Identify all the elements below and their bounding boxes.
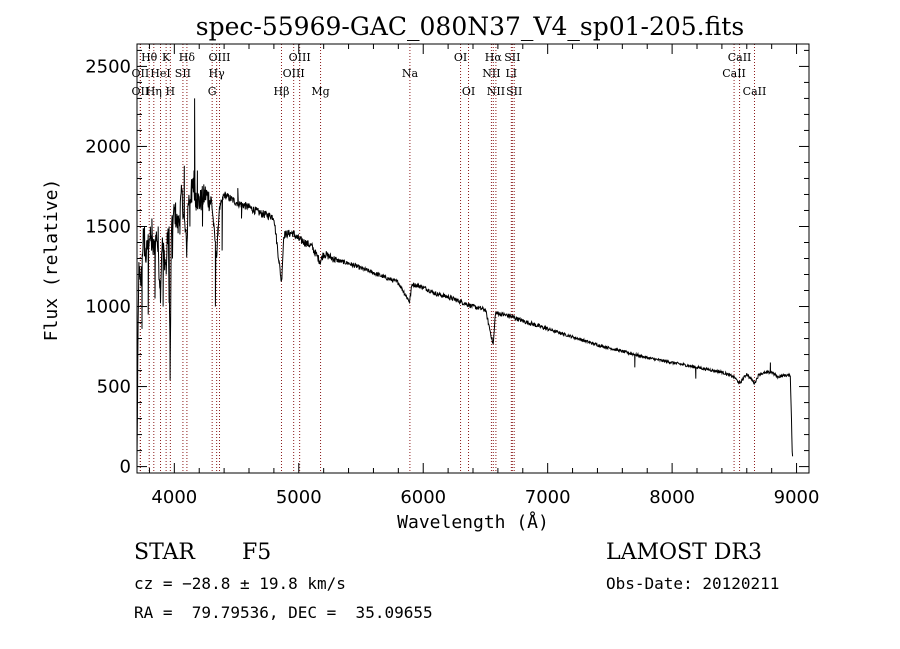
line-marker-label: Hθ <box>141 51 158 64</box>
object-class: STAR <box>134 540 195 565</box>
y-axis-label: Flux (relative) <box>41 179 62 342</box>
y-tick-label: 1000 <box>85 297 131 318</box>
line-marker-label: Hδ <box>179 51 196 64</box>
y-tick-label: 2000 <box>85 136 131 157</box>
line-marker-label: SII <box>175 67 191 80</box>
line-marker-label: Hβ <box>274 85 290 98</box>
x-axis-label: Wavelength (Å) <box>397 511 549 533</box>
x-tick-label: 9000 <box>774 487 820 508</box>
line-marker-label: G <box>208 85 217 98</box>
x-tick-label: 7000 <box>525 487 571 508</box>
line-marker-label: Na <box>402 67 419 80</box>
line-marker-label: K <box>162 51 171 64</box>
x-tick-label: 5000 <box>276 487 322 508</box>
line-marker-label: OII <box>132 67 150 80</box>
object-subclass: F5 <box>242 540 272 565</box>
x-tick-label: 8000 <box>649 487 695 508</box>
line-marker-label: OI <box>454 51 467 64</box>
line-marker-label: LI <box>506 67 518 80</box>
line-marker-label: Hη <box>146 85 162 98</box>
line-marker-label: CaII <box>722 67 746 80</box>
line-marker-label: Hγ <box>209 67 226 80</box>
line-marker-label: CaII <box>728 51 752 64</box>
redshift-cz: cz = −28.8 ± 19.8 km/s <box>134 574 346 593</box>
observation-date: Obs-Date: 20120211 <box>606 574 780 593</box>
line-marker-label: OIII <box>289 51 311 64</box>
survey-name: LAMOST DR3 <box>606 540 762 565</box>
y-tick-label: 2500 <box>85 56 131 77</box>
line-marker-label: HeI <box>150 67 170 80</box>
line-marker-label: SII <box>506 85 522 98</box>
line-marker-label: Hα <box>485 51 503 64</box>
chart-title: spec-55969-GAC_080N37_V4_sp01-205.fits <box>196 12 744 41</box>
line-marker-label: Mg <box>311 85 329 98</box>
line-marker-label: NII <box>482 67 500 80</box>
line-marker-label: H <box>166 85 176 98</box>
spectrum-chart: spec-55969-GAC_080N37_V4_sp01-205.fits H… <box>41 12 820 533</box>
y-tick-label: 0 <box>120 457 131 478</box>
spectrum-line <box>136 98 794 458</box>
y-tick-label: 1500 <box>85 216 131 237</box>
line-marker-label: OIII <box>283 67 305 80</box>
y-axis: 0 500 1000 1500 2000 2500 <box>85 49 809 478</box>
plot-frame <box>136 43 810 474</box>
line-marker-label: NII <box>487 85 505 98</box>
x-axis: 4000 5000 6000 7000 8000 9000 <box>148 44 820 508</box>
y-tick-label: 500 <box>97 377 131 398</box>
line-marker-label: OIII <box>208 51 230 64</box>
line-markers <box>139 44 755 473</box>
line-marker-labels: Hθ OII OII K HeI Hη Hδ SII H OIII Hγ G OIII OIII Hβ Mg N… <box>132 51 767 98</box>
line-marker-label: OII <box>132 85 150 98</box>
line-marker-label: SII <box>504 51 520 64</box>
x-tick-label: 4000 <box>151 487 197 508</box>
line-marker-label: OI <box>462 85 475 98</box>
coordinates: RA = 79.79536, DEC = 35.09655 <box>134 603 433 622</box>
line-marker-label: CaII <box>743 85 767 98</box>
x-tick-label: 6000 <box>400 487 446 508</box>
